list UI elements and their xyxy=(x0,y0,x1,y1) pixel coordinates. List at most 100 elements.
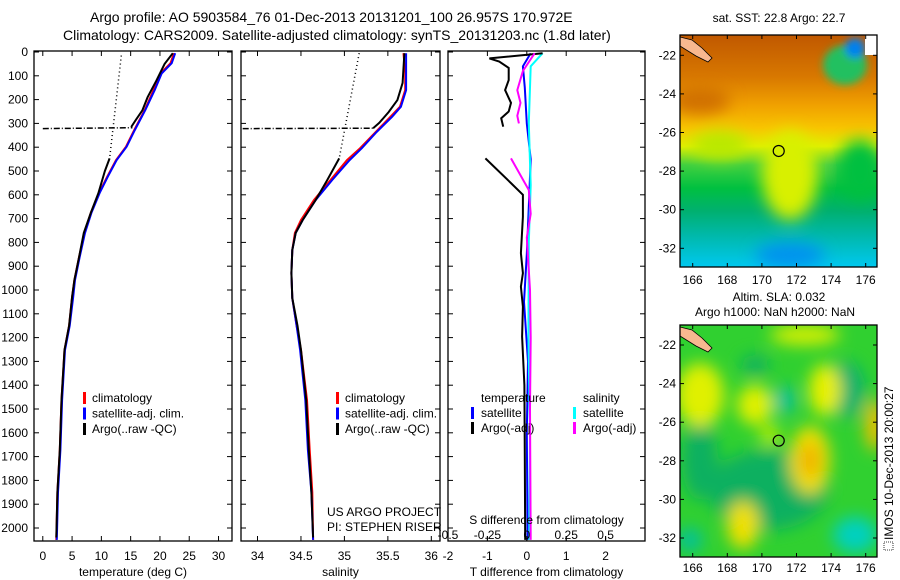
series-line-t-satellite-0 xyxy=(521,52,532,540)
legend-title: salinity xyxy=(583,391,620,405)
panel-frame xyxy=(447,50,646,542)
lon-tick-label: 166 xyxy=(683,273,703,287)
timestamp-stamp: IMOS 10-Dec-2013 20:00:27 xyxy=(882,386,896,551)
depth-tick-label: 2000 xyxy=(1,521,28,535)
x-axis-label: temperature (deg C) xyxy=(79,565,187,579)
lat-tick-label: -24 xyxy=(659,377,677,391)
depth-tick-label: 1500 xyxy=(1,402,28,416)
depth-tick-label: 900 xyxy=(8,259,28,273)
legend-label: Argo(-adj) xyxy=(583,421,636,435)
sst-map: sat. SST: 22.8 Argo: 22.7 166 168 170 172 17… xyxy=(659,11,878,287)
legend-label: satellite-adj. clim. xyxy=(345,407,437,421)
series-line-t-argo-1 xyxy=(484,157,527,540)
lon-tick-label: 172 xyxy=(786,561,806,575)
series-line-s-argo-0 xyxy=(516,52,536,124)
series-line-argo-0 xyxy=(372,53,406,129)
legend-swatch xyxy=(83,423,86,435)
series-line-s-argo-1 xyxy=(510,157,532,540)
profile-panel-3: -2 -1 0 1 2 T difference from climatology temp… xyxy=(438,50,646,579)
legend-label: climatology xyxy=(92,391,152,405)
x-axis-label: T difference from climatology xyxy=(470,565,624,579)
land-new-caledonia xyxy=(680,326,713,353)
credit-pi: PI: STEPHEN RISER xyxy=(327,520,442,534)
legend-swatch xyxy=(471,422,474,434)
legend-title: temperature xyxy=(481,391,546,405)
lat-tick-label: -22 xyxy=(659,338,677,352)
legend-swatch xyxy=(83,392,86,404)
panel-frame xyxy=(240,50,441,542)
lat-tick-label: -26 xyxy=(659,415,677,429)
profile-panels: 0100200300400500600700800900100011001200… xyxy=(1,45,646,579)
sla-map-frame xyxy=(679,324,878,558)
x-tick-label: 35.5 xyxy=(376,549,400,563)
depth-tick-label: 400 xyxy=(8,140,28,154)
x-tick-label: 15 xyxy=(124,549,138,563)
panel-frame xyxy=(33,50,233,542)
x-tick-label: 5 xyxy=(69,549,76,563)
depth-tick-label: 800 xyxy=(8,235,28,249)
lat-tick-label: -22 xyxy=(659,48,677,62)
x-tick-label: 10 xyxy=(95,549,109,563)
x-tick-label: 20 xyxy=(153,549,167,563)
x-tick-label: 30 xyxy=(212,549,226,563)
legend-swatch xyxy=(573,422,576,434)
series-group xyxy=(484,52,544,540)
s-tick-label: 0.25 xyxy=(555,528,579,542)
depth-tick-label: 500 xyxy=(8,164,28,178)
sla-map-subtitle: Argo h1000: NaN h2000: NaN xyxy=(695,305,855,319)
lon-tick-label: 168 xyxy=(717,561,737,575)
series-line-argo_flagged-0 xyxy=(42,126,133,130)
x-tick-label: 36 xyxy=(425,549,439,563)
lat-tick-label: -24 xyxy=(659,87,677,101)
depth-tick-label: 1900 xyxy=(1,497,28,511)
series-line-t-argo-0 xyxy=(489,52,543,127)
legend-swatch xyxy=(573,407,576,419)
lon-tick-label: 166 xyxy=(683,561,703,575)
x-tick-label: 1 xyxy=(563,549,570,563)
lat-tick-label: -28 xyxy=(659,164,677,178)
series-line-argo-1 xyxy=(290,157,341,538)
x-tick-label: -1 xyxy=(482,549,493,563)
credit-project: US ARGO PROJECT xyxy=(327,505,442,519)
depth-tick-label: 0 xyxy=(21,45,28,59)
title-line-1: Argo profile: AO 5903584_76 01-Dec-2013 … xyxy=(90,9,573,25)
sst-map-title: sat. SST: 22.8 Argo: 22.7 xyxy=(713,11,846,25)
legend-label: satellite xyxy=(481,406,522,420)
depth-tick-label: 300 xyxy=(8,116,28,130)
lat-tick-label: -32 xyxy=(659,531,677,545)
x-tick-label: 0 xyxy=(39,549,46,563)
x-axis-label: salinity xyxy=(322,565,359,579)
s-axis-label: S difference from climatology xyxy=(469,513,624,527)
depth-tick-label: 200 xyxy=(8,93,28,107)
lon-tick-label: 174 xyxy=(821,561,841,575)
lon-tick-label: 170 xyxy=(752,561,772,575)
lat-tick-label: -28 xyxy=(659,454,677,468)
x-tick-label: 25 xyxy=(183,549,197,563)
legend-swatch xyxy=(336,423,339,435)
lon-tick-label: 172 xyxy=(786,273,806,287)
series-line-satellite-0 xyxy=(55,52,177,540)
depth-tick-label: 1200 xyxy=(1,331,28,345)
series-line-argo_dotted-0 xyxy=(338,53,360,159)
sla-map: Altim. SLA: 0.032 Argo h1000: NaN h2000:… xyxy=(659,290,878,575)
lat-tick-label: -30 xyxy=(659,492,677,506)
depth-tick-label: 1100 xyxy=(2,307,28,321)
x-tick-label: 34 xyxy=(251,549,265,563)
depth-tick-label: 600 xyxy=(8,188,28,202)
timestamp-text: IMOS 10-Dec-2013 20:00:27 xyxy=(882,386,896,540)
profile-panel-1: 0100200300400500600700800900100011001200… xyxy=(1,45,233,579)
s-tick-label: -0.5 xyxy=(438,528,459,542)
depth-tick-label: 1600 xyxy=(1,426,28,440)
s-tick-label: 0 xyxy=(523,528,530,542)
series-group xyxy=(242,53,408,540)
legend-label: satellite xyxy=(583,406,624,420)
depth-tick-label: 1700 xyxy=(1,450,28,464)
sst-map-field xyxy=(680,35,877,267)
x-tick-label: 34.5 xyxy=(289,549,313,563)
legend-label: satellite-adj. clim. xyxy=(92,407,184,421)
series-group xyxy=(42,52,177,540)
legend-label: Argo(..raw -QC) xyxy=(92,422,177,436)
series-line-argo_dotted-0 xyxy=(108,55,123,159)
